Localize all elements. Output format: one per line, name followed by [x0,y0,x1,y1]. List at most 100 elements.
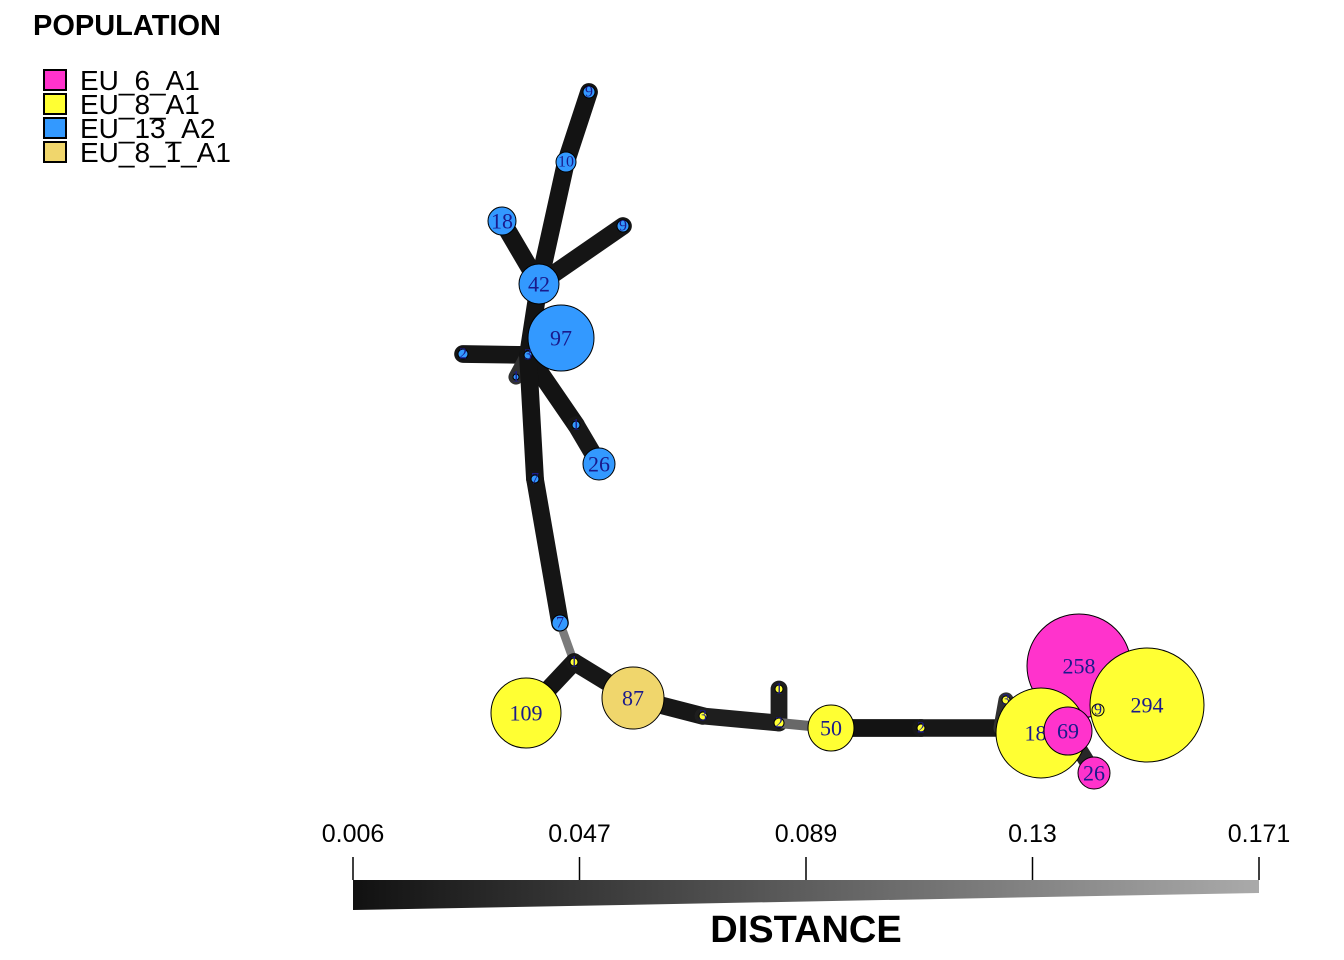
distance-tick-label: 0.089 [775,820,838,848]
network-node: 87 [601,666,665,730]
node-circle [616,219,630,233]
legend-item-eu-6-a1: EU_6_A1 [43,65,200,96]
node-label: 2 [917,720,925,737]
distance-gradient-bar [353,880,1259,910]
node-label: 69 [1057,719,1079,744]
node-circle [530,474,540,484]
network-node: 109 [490,677,562,749]
node-label: 26 [1083,761,1105,786]
node-label: 258 [1063,654,1096,679]
network-node: 50 [807,704,855,752]
node-circle [773,717,785,729]
node-circle [1091,703,1105,717]
distance-tick-label: 0.171 [1228,820,1291,848]
distance-ticks: 0.006 0.047 0.089 0.13 0.171 [322,820,1291,880]
network-node: 26 [582,447,616,481]
node-circle [490,677,562,749]
legend-swatch-eu-13-a2 [43,117,67,139]
node-circle [774,684,784,694]
legend-title: POPULATION [33,10,221,42]
node-label: 3 [524,347,532,364]
node-label: 109 [510,701,543,726]
network-node: 1 [571,417,581,434]
node-label: 50 [820,716,842,741]
network-node: 2 [916,720,926,737]
network-node: 97 [527,304,595,372]
node-label: 1 [775,681,783,698]
node-circle [518,263,560,305]
node-label: 26 [588,452,610,477]
legend-swatch-eu-8-1-a1 [43,141,67,163]
network-nodes: 9101894297231126771109873125024325829491… [457,84,1205,790]
node-circle [582,447,616,481]
network-edge [694,707,788,732]
node-circle [582,85,596,99]
network-node: 9 [616,218,630,235]
node-circle [569,657,579,667]
node-label: 1 [570,654,578,671]
network-node: 1 [512,369,520,386]
network-edge [454,345,537,364]
legend-item-eu-8-a1: EU_8_A1 [43,89,200,120]
network-node: 7 [530,471,540,488]
network-edge [530,153,575,293]
distance-scale: 0.006 0.047 0.089 0.13 0.171 DISTANCE [322,820,1291,951]
legend-item-eu-13-a2: EU_13_A2 [43,113,215,144]
network-node: 69 [1043,706,1093,756]
distance-tick-label: 0.13 [1008,820,1057,848]
node-circle [551,614,569,632]
node-label: 42 [528,272,550,297]
network-edge [557,83,598,171]
network-node: 1 [774,681,784,698]
node-label: 1 [512,369,520,386]
node-circle [807,704,855,752]
network-node: 7 [551,614,569,632]
node-circle [487,206,517,236]
network-node: 26 [1077,756,1111,790]
node-label: 2 [459,346,467,363]
network-node: 9 [582,84,596,101]
distance-tick-label: 0.006 [322,820,385,848]
node-label: 3 [699,708,707,725]
node-label: 7 [531,471,539,488]
legend-label-eu-8-a1: EU_8_A1 [80,89,200,120]
network-node: 10 [555,151,577,173]
node-label: 10 [558,154,574,171]
node-label: 7 [556,615,564,632]
node-circle [523,350,533,360]
network-node: 42 [518,263,560,305]
legend-label-eu-6-a1: EU_6_A1 [80,65,200,96]
node-label: 9 [619,218,627,235]
network-node: 3 [698,708,708,725]
node-label: 294 [1131,693,1164,718]
node-circle [698,711,708,721]
node-label: 18 [491,209,513,234]
node-label: 2 [775,715,783,732]
node-label: 97 [550,326,572,351]
legend-item-eu-8-1-a1: EU_8_1_A1 [43,137,231,168]
network-node: 9 [1091,702,1105,719]
legend-swatch-eu-6-a1 [43,69,67,91]
node-label: 87 [622,686,644,711]
node-label: 1 [572,417,580,434]
network-edge [519,346,544,488]
legend-label-eu-13-a2: EU_13_A2 [80,113,215,144]
network-node: 2 [773,715,785,732]
node-circle [571,420,581,430]
legend-swatch-eu-8-a1 [43,93,67,115]
network-node: 3 [523,347,533,364]
network-node: 1 [569,654,579,671]
node-label: 9 [585,84,593,101]
legend-label-eu-8-1-a1: EU_8_1_A1 [80,137,231,168]
node-label: 3 [1002,692,1010,709]
node-label: 9 [1094,702,1102,719]
network-node: 2 [457,346,469,363]
node-circle [1089,647,1205,763]
node-circle [1043,706,1093,756]
node-circle [457,348,469,360]
node-circle [916,723,926,733]
legend: POPULATION EU_6_A1 EU_8_A1 EU_13_A2 EU_8… [33,10,231,168]
distance-title: DISTANCE [710,909,901,951]
network-node: 18 [487,206,517,236]
